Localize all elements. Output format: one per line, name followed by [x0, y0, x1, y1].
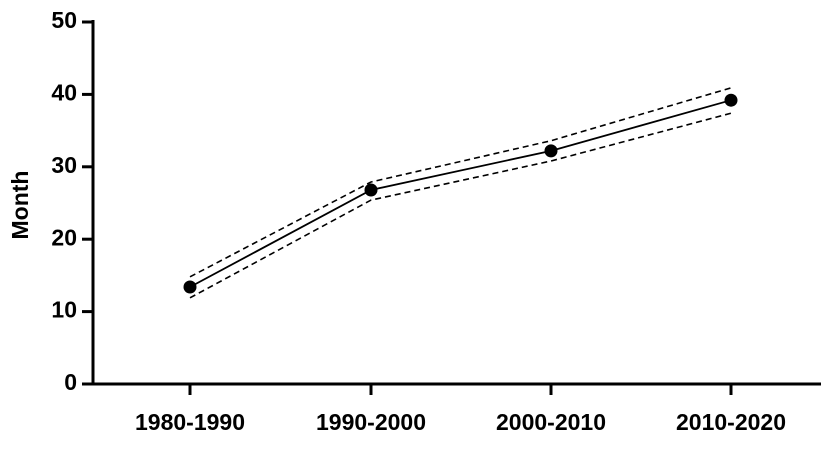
y-tick-label: 0 [64, 369, 77, 395]
point [724, 93, 738, 107]
series-line [189, 99, 732, 288]
y-tick-label: 20 [51, 224, 77, 250]
band-line [189, 112, 732, 299]
y-axis-label: Month [7, 171, 33, 240]
point [364, 183, 378, 197]
point [544, 144, 558, 158]
y-tick-label: 10 [51, 297, 77, 323]
y-tick-label: 30 [51, 152, 77, 178]
y-tick-label: 40 [51, 79, 77, 105]
x-tick-label: 2010-2020 [676, 409, 786, 435]
y-tick-label: 50 [51, 7, 77, 33]
x-tick-label: 1990-2000 [316, 409, 426, 435]
x-tick-label: 1980-1990 [135, 409, 245, 435]
point [183, 280, 197, 294]
x-tick-label: 2000-2010 [496, 409, 606, 435]
band-line [189, 87, 732, 278]
